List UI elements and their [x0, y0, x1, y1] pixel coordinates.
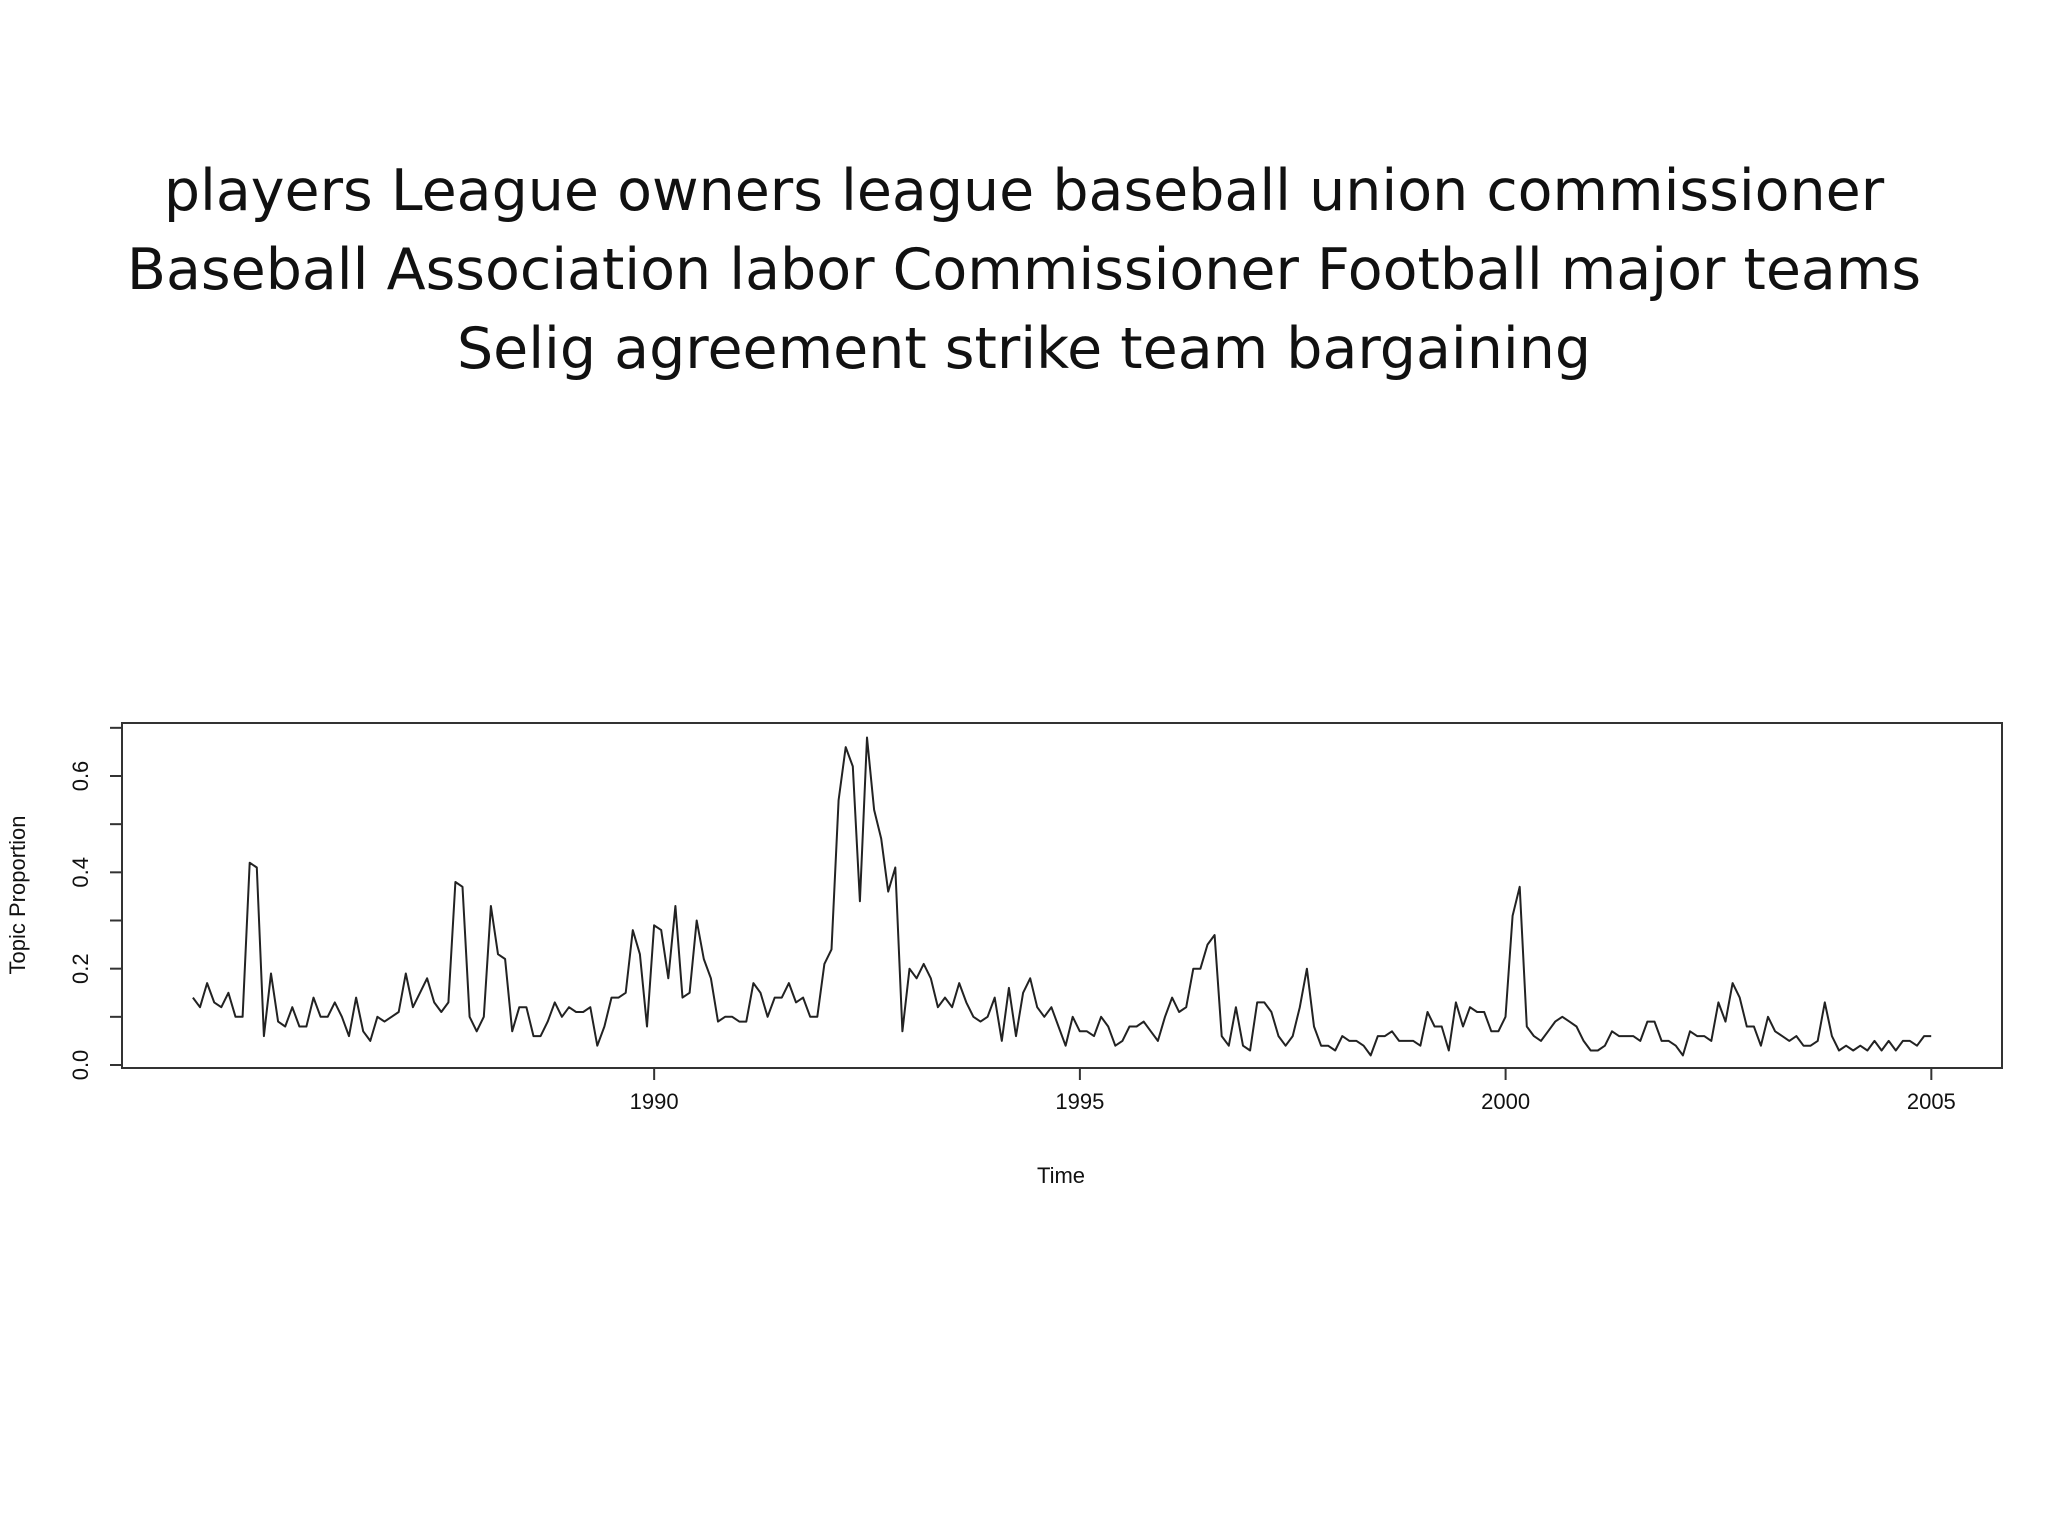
x-axis: 1990 1995 2000 2005	[630, 1067, 1956, 1114]
y-tick-label: 0.6	[68, 761, 93, 792]
y-tick-label: 0.4	[68, 857, 93, 888]
title-line-2: Baseball Association labor Commissioner …	[126, 237, 1922, 303]
slide-title: players League owners league baseball un…	[0, 152, 2048, 389]
x-tick-label: 2005	[1907, 1089, 1956, 1114]
y-tick-label: 0.0	[68, 1050, 93, 1081]
y-axis: 0.0 0.2 0.4 0.6	[68, 726, 123, 1081]
plot-frame	[121, 722, 2003, 1069]
x-axis-label: Time	[1037, 1163, 1085, 1188]
y-axis-label: Topic Proportion	[5, 816, 30, 975]
x-tick-label: 1990	[630, 1089, 679, 1114]
series-line	[192, 736, 1932, 1057]
title-line-1: players League owners league baseball un…	[163, 158, 1885, 224]
x-tick-label: 1995	[1055, 1089, 1104, 1114]
x-ticks: 1990 1995 2000 2005	[630, 1068, 1956, 1114]
x-tick-label: 2000	[1481, 1089, 1530, 1114]
title-line-3: Selig agreement strike team bargaining	[456, 316, 1592, 382]
y-ticks: 0.0 0.2 0.4 0.6	[68, 726, 122, 1081]
y-tick-label: 0.2	[68, 953, 93, 984]
